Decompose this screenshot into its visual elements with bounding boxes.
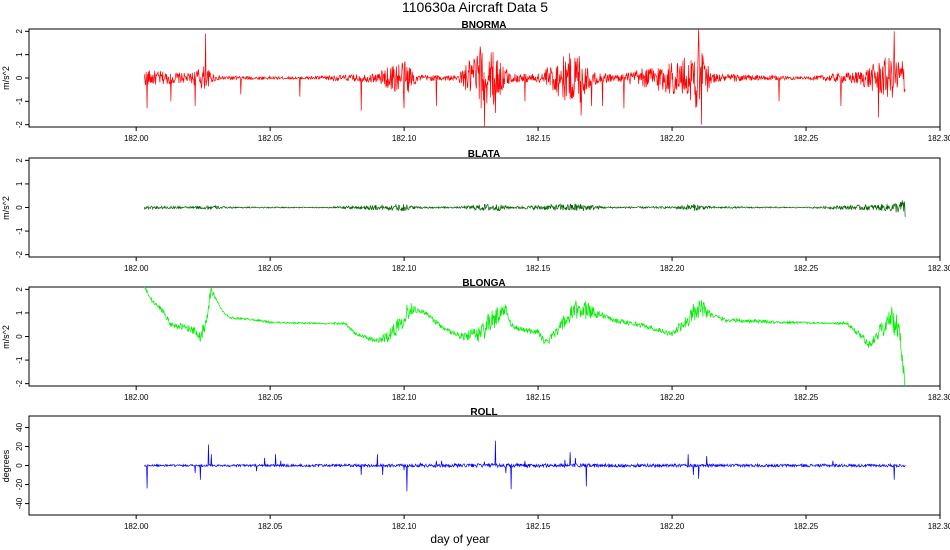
x-axis-label: day of year [430, 532, 489, 546]
x-tick-label: 182.30 [928, 393, 950, 402]
x-tick-label: 182.05 [258, 393, 283, 402]
y-tick-label: 1 [15, 310, 24, 315]
x-tick-label: 182.25 [794, 522, 819, 531]
y-tick-label: 0 [15, 205, 24, 210]
x-tick-label: 182.00 [124, 393, 149, 402]
y-tick-label: 0 [15, 75, 24, 80]
y-tick-label: 0 [15, 463, 24, 468]
y-axis: -2 -1 0 1 2 [15, 287, 29, 388]
x-tick-label: 182.05 [258, 264, 283, 273]
y-axis: -2 -1 0 1 2 [15, 29, 29, 129]
x-tick-label: 182.05 [258, 522, 283, 531]
y-tick-label: -1 [15, 356, 24, 364]
x-tick-label: 182.00 [124, 264, 149, 273]
series-line-blonga [144, 286, 906, 387]
panel-title: BNORMA [462, 20, 507, 31]
x-tick-label: 182.00 [124, 522, 149, 531]
x-tick-label: 182.15 [526, 522, 551, 531]
x-tick-label: 182.10 [392, 134, 417, 143]
x-axis: 182.00 182.05 182.10 182.15 182.20 182.25 182.… [124, 386, 950, 402]
x-tick-label: 182.20 [660, 393, 685, 402]
y-tick-label: -40 [15, 497, 24, 509]
panel-title: BLATA [468, 149, 500, 160]
y-tick-label: 1 [15, 181, 24, 186]
y-tick-label: 2 [15, 287, 24, 292]
x-tick-label: 182.10 [392, 264, 417, 273]
x-tick-label: 182.25 [794, 264, 819, 273]
x-tick-label: 182.10 [392, 393, 417, 402]
x-tick-label: 182.20 [660, 134, 685, 143]
series-line-bnorma [143, 28, 906, 128]
x-tick-label: 182.20 [660, 522, 685, 531]
x-axis: 182.00 182.05 182.10 182.15 182.20 182.25 182.… [124, 515, 950, 531]
x-tick-label: 182.30 [928, 264, 950, 273]
y-tick-label: -2 [15, 121, 24, 129]
y-tick-label: 40 [15, 422, 24, 431]
y-axis-label: m/s^2 [1, 66, 11, 90]
x-axis: 182.00 182.05 182.10 182.15 182.20 182.25 182.… [124, 127, 950, 143]
y-tick-label: 0 [15, 334, 24, 339]
y-tick-label: -2 [15, 251, 24, 259]
figure-title: 110630a Aircraft Data 5 [402, 0, 548, 15]
x-tick-label: 182.15 [526, 134, 551, 143]
series-line-roll [143, 440, 906, 492]
y-axis-label: m/s^2 [1, 196, 11, 220]
x-tick-label: 182.25 [794, 393, 819, 402]
panel-title: BLONGA [462, 278, 505, 289]
y-axis-label: degrees [1, 449, 11, 482]
x-tick-label: 182.10 [392, 522, 417, 531]
panel-title: ROLL [470, 407, 497, 418]
x-axis: 182.00 182.05 182.10 182.15 182.20 182.25 182.… [124, 257, 950, 273]
x-tick-label: 182.05 [258, 134, 283, 143]
y-axis: -40 -20 0 20 40 [15, 422, 29, 509]
y-tick-label: -20 [15, 478, 24, 490]
y-tick-label: -1 [15, 227, 24, 235]
y-tick-label: -2 [15, 380, 24, 388]
x-tick-label: 182.15 [526, 393, 551, 402]
x-tick-label: 182.30 [928, 522, 950, 531]
y-axis: -2 -1 0 1 2 [15, 158, 29, 259]
x-tick-label: 182.25 [794, 134, 819, 143]
x-tick-label: 182.00 [124, 134, 149, 143]
y-tick-label: -1 [15, 97, 24, 105]
series-line-blata [143, 200, 906, 217]
y-tick-label: 20 [15, 441, 24, 450]
y-tick-label: 2 [15, 29, 24, 34]
x-tick-label: 182.15 [526, 264, 551, 273]
x-tick-label: 182.30 [928, 134, 950, 143]
x-tick-label: 182.20 [660, 264, 685, 273]
y-axis-label: m/s^2 [1, 325, 11, 349]
y-tick-label: 1 [15, 52, 24, 57]
y-tick-label: 2 [15, 158, 24, 163]
